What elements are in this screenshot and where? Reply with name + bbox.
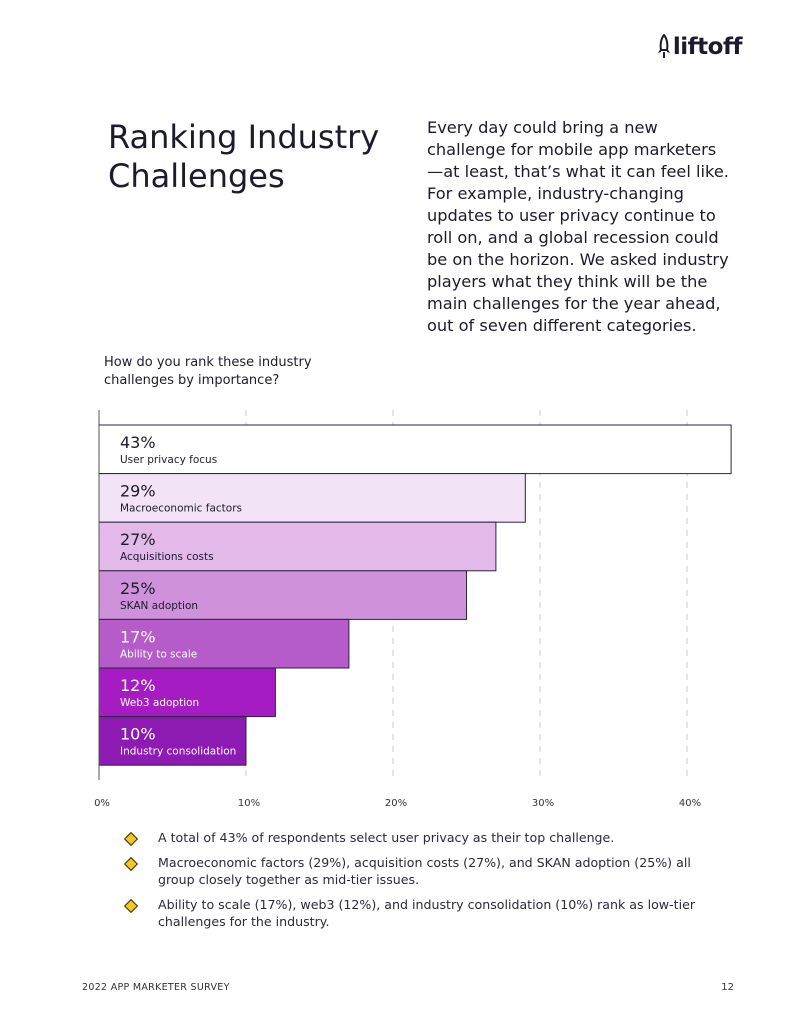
bar — [98, 667, 276, 718]
bar-category-label: User privacy focus — [120, 454, 217, 466]
bar-value-label: 43% — [120, 433, 156, 452]
chart-title: How do you rank these industry challenge… — [104, 355, 312, 388]
bar-value-label: 10% — [120, 725, 156, 744]
finding-text: Macroeconomic factors (29%), acquisition… — [158, 855, 691, 887]
bar — [98, 716, 247, 766]
footer-page-number: 12 — [721, 982, 734, 993]
bar — [98, 570, 467, 620]
findings-list: A total of 43% of respondents select use… — [122, 829, 702, 938]
bar-category-label: Ability to scale — [120, 648, 197, 660]
finding-text: Ability to scale (17%), web3 (12%), and … — [158, 897, 695, 929]
bar — [98, 424, 732, 475]
finding-item: Macroeconomic factors (29%), acquisition… — [122, 854, 702, 888]
diamond-bullet-icon — [123, 898, 139, 914]
brand-name: liftoff — [672, 34, 743, 60]
bar-value-label: 12% — [120, 676, 156, 695]
bar-chart: 43% User privacy focus 29% Macroeconomic fa… — [94, 410, 732, 809]
finding-item: A total of 43% of respondents select use… — [122, 829, 702, 847]
bar-value-label: 25% — [120, 579, 156, 598]
bar-category-label: Industry consolidation — [120, 746, 236, 758]
diamond-bullet-icon — [123, 831, 139, 847]
x-tick-label: 30% — [532, 798, 554, 809]
bar-value-label: 27% — [120, 530, 156, 549]
x-tick-label: 40% — [679, 798, 701, 809]
footer-survey-label: 2022 APP MARKETER SURVEY — [82, 982, 230, 993]
page-title: Ranking Industry Challenges — [108, 118, 380, 195]
intro-paragraph: Every day could bring a new challenge fo… — [427, 118, 729, 335]
bar — [98, 473, 526, 523]
x-tick-label: 0% — [94, 798, 110, 809]
bar-category-label: Web3 adoption — [120, 697, 199, 709]
bar-category-label: Acquisitions costs — [120, 551, 214, 563]
finding-item: Ability to scale (17%), web3 (12%), and … — [122, 896, 702, 930]
bar — [98, 521, 497, 572]
bar-value-label: 17% — [120, 627, 156, 646]
bar-category-label: Macroeconomic factors — [120, 503, 242, 515]
diamond-bullet-icon — [123, 856, 139, 872]
bar-value-label: 29% — [120, 482, 156, 501]
x-tick-label: 20% — [385, 798, 407, 809]
finding-text: A total of 43% of respondents select use… — [158, 830, 615, 845]
bar-category-label: SKAN adoption — [120, 600, 198, 612]
x-tick-label: 10% — [238, 798, 260, 809]
rocket-icon — [657, 34, 670, 58]
liftoff-logo: liftoff — [657, 34, 743, 60]
